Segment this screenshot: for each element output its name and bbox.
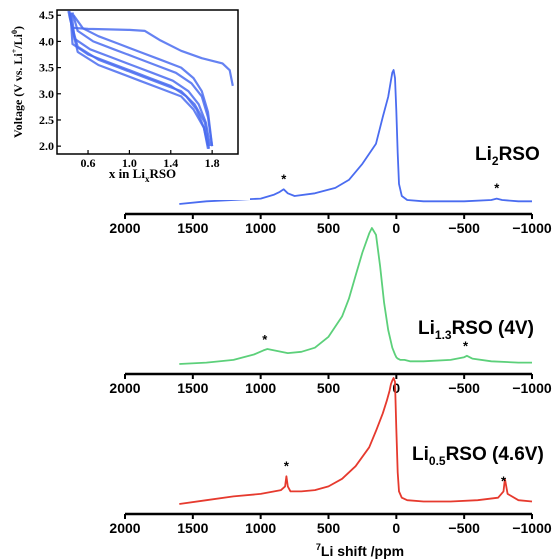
nmr-panels: 2000 1500 1000 500 0 −500 −1000 * * Li2RSO 2000 150… xyxy=(109,69,552,536)
sideband-asterisk: * xyxy=(463,339,469,354)
panel-label-2: Li1.3RSO (4V) xyxy=(418,318,534,342)
inset-x-tick-label: 1.4 xyxy=(163,156,178,170)
x-axis-label-main: Li shift /ppm xyxy=(321,543,404,559)
inset-x-tick-label: 1.0 xyxy=(122,156,137,170)
inset-curve-6 xyxy=(67,10,211,149)
inset-y-axis-label: Voltage (V vs. Li+/Li0) xyxy=(10,26,25,138)
inset-x-tick-label: 1.8 xyxy=(205,156,220,170)
x-tick-label: 0 xyxy=(392,380,400,396)
sideband-asterisk: * xyxy=(281,171,287,186)
inset-x-tick-label: 0.6 xyxy=(81,156,96,170)
spectrum-line-2 xyxy=(179,227,532,365)
x-tick-label: −1000 xyxy=(512,380,552,396)
x-tick-label: 1000 xyxy=(245,520,276,536)
sideband-asterisk: * xyxy=(501,473,507,488)
x-axis-label: 7Li shift /ppm xyxy=(316,542,404,559)
inset-y-tick-label: 4.5 xyxy=(39,8,54,22)
x-tick-label: 0 xyxy=(392,220,400,236)
x-tick-label: −500 xyxy=(448,380,480,396)
nmr-panel-3: 2000 1500 1000 500 0 −500 −1000 * * Li0.5RSO (4.6… xyxy=(109,377,552,536)
inset-y-tick-label: 3.0 xyxy=(39,87,54,101)
spectrum-line-1 xyxy=(179,69,532,205)
nmr-panel-2: 2000 1500 1000 500 0 −500 −1000* *Li1.3RSO (4V) xyxy=(109,227,552,396)
panel-label-3: Li0.5RSO (4.6V) xyxy=(412,444,544,468)
x-tick-label: 2000 xyxy=(109,220,140,236)
x-tick-label: 1500 xyxy=(177,220,208,236)
nmr-panel-1: 2000 1500 1000 500 0 −500 −1000 * * Li2RSO xyxy=(109,69,552,236)
x-tick-label: −1000 xyxy=(512,520,552,536)
inset-y-tick-label: 2.0 xyxy=(39,139,54,153)
x-tick-label: 2000 xyxy=(109,520,140,536)
inset-y-tick-label: 3.5 xyxy=(39,61,54,75)
x-tick-label: −500 xyxy=(448,520,480,536)
x-tick-label: 1500 xyxy=(177,520,208,536)
inset-y-tick-label: 4.0 xyxy=(39,34,54,48)
x-tick-label: 2000 xyxy=(109,380,140,396)
inset-background xyxy=(0,0,250,200)
x-tick-label: 500 xyxy=(317,380,341,396)
inset-curve-4 xyxy=(71,12,214,147)
sideband-asterisk: * xyxy=(284,458,290,473)
x-tick-label: 1500 xyxy=(177,380,208,396)
inset-curve-3 xyxy=(70,12,212,147)
x-tick-label: −1000 xyxy=(512,220,552,236)
inset-frame xyxy=(56,9,239,155)
inset-voltage-chart: 0.6 1.0 1.4 1.8 2.0 2.5 3.0 3.5 4.0 4.5 x in LixRS… xyxy=(0,0,250,200)
x-tick-label: −500 xyxy=(448,220,480,236)
inset-y-tick-label: 2.5 xyxy=(39,113,54,127)
sideband-asterisk: * xyxy=(262,332,268,347)
panel-label-1: Li2RSO xyxy=(475,144,540,168)
x-tick-label: 500 xyxy=(317,520,341,536)
x-tick-label: 0 xyxy=(392,520,400,536)
sideband-asterisk: * xyxy=(494,181,500,196)
x-tick-label: 500 xyxy=(317,220,341,236)
x-tick-label: 1000 xyxy=(245,380,276,396)
x-axis-label-sup: 7 xyxy=(316,542,321,552)
inset-x-axis-label: x in LixRSO xyxy=(109,166,176,184)
inset-curve-7 xyxy=(72,14,214,147)
spectrum-line-3 xyxy=(179,377,533,505)
x-tick-label: 1000 xyxy=(245,220,276,236)
